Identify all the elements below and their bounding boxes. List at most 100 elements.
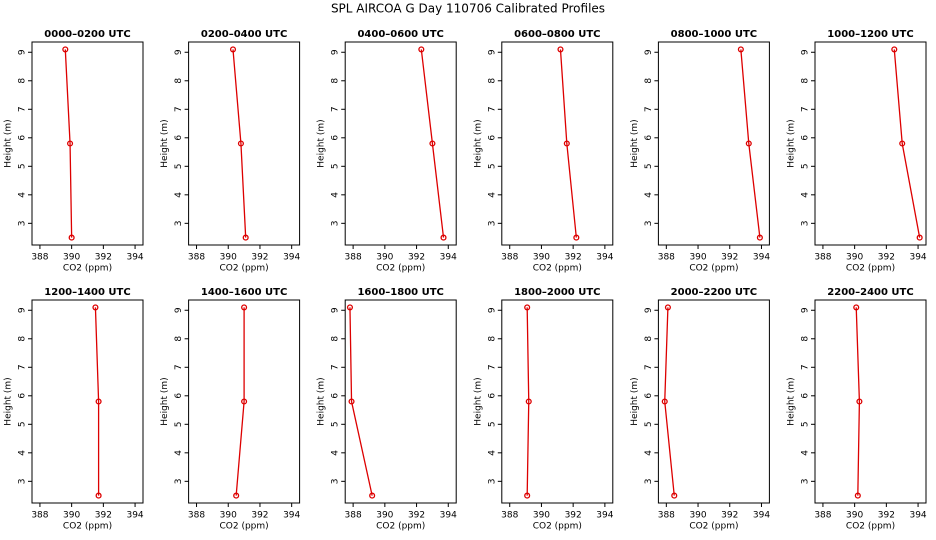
x-tick-label: 388 xyxy=(31,253,48,263)
y-tick-label: 5 xyxy=(801,163,811,169)
x-tick-label: 392 xyxy=(878,253,895,263)
y-tick-label: 3 xyxy=(331,478,341,484)
point xyxy=(853,304,860,311)
y-tick-label: 3 xyxy=(487,478,497,484)
y-tick-label: 3 xyxy=(174,220,184,226)
y-axis-label: Height (m) xyxy=(317,377,327,425)
y-tick-label: 4 xyxy=(18,192,28,198)
plot-frame xyxy=(31,41,144,246)
x-tick-label: 388 xyxy=(814,511,831,521)
point xyxy=(62,46,69,53)
x-tick-label: 392 xyxy=(408,511,425,521)
panel-title: 0600–0800 UTC xyxy=(514,29,600,40)
x-tick-label: 388 xyxy=(501,253,518,263)
y-tick-label: 9 xyxy=(801,49,811,55)
profile-line xyxy=(664,307,675,496)
point xyxy=(891,46,898,53)
y-tick-label: 9 xyxy=(331,307,341,313)
profile-line xyxy=(855,307,861,496)
y-tick-label: 5 xyxy=(644,163,654,169)
point xyxy=(525,398,532,405)
panel-title: 1000–1200 UTC xyxy=(827,29,913,40)
y-tick-label: 5 xyxy=(18,421,28,427)
x-tick-label: 388 xyxy=(501,511,518,521)
x-tick-label: 392 xyxy=(565,511,582,521)
x-tick-label: 392 xyxy=(251,511,268,521)
y-axis-label: Height (m) xyxy=(317,119,327,167)
x-tick-label: 390 xyxy=(846,253,863,263)
x-tick-label: 390 xyxy=(689,511,706,521)
point xyxy=(348,398,355,405)
profile-line xyxy=(232,49,247,238)
x-tick-label: 392 xyxy=(95,253,112,263)
y-tick-label: 9 xyxy=(18,49,28,55)
point xyxy=(524,492,531,499)
profile-line xyxy=(349,307,373,496)
panel-title: 1400–1600 UTC xyxy=(201,287,287,298)
x-axis-label: CO2 (ppm) xyxy=(689,522,738,532)
y-tick-label: 8 xyxy=(18,336,28,342)
y-tick-label: 3 xyxy=(331,220,341,226)
point xyxy=(67,140,74,147)
x-axis-label: CO2 (ppm) xyxy=(376,264,425,274)
panel-title: 1200–1400 UTC xyxy=(44,287,130,298)
profile-line xyxy=(64,49,73,238)
profile-line xyxy=(740,49,761,238)
point xyxy=(369,492,376,499)
y-axis-label: Height (m) xyxy=(160,119,170,167)
x-tick-label: 394 xyxy=(126,511,143,521)
y-tick-label: 6 xyxy=(487,135,497,141)
panel-title: 0800–1000 UTC xyxy=(671,29,757,40)
y-axis-label: Height (m) xyxy=(787,119,797,167)
y-tick-label: 4 xyxy=(331,192,341,198)
y-tick-label: 9 xyxy=(801,307,811,313)
point xyxy=(241,398,248,405)
y-tick-label: 5 xyxy=(18,163,28,169)
x-axis-label: CO2 (ppm) xyxy=(846,264,895,274)
y-tick-label: 9 xyxy=(487,307,497,313)
y-tick-label: 8 xyxy=(801,78,811,84)
plot-frame xyxy=(188,299,301,504)
profile-line xyxy=(526,307,530,496)
x-tick-label: 392 xyxy=(721,253,738,263)
x-tick-label: 390 xyxy=(533,253,550,263)
y-axis-label: Height (m) xyxy=(4,377,14,425)
point xyxy=(229,46,237,53)
x-tick-label: 388 xyxy=(188,253,205,263)
profile-line xyxy=(94,307,100,496)
y-tick-label: 3 xyxy=(801,220,811,226)
x-axis-label: CO2 (ppm) xyxy=(689,264,738,274)
y-tick-label: 4 xyxy=(644,450,654,456)
y-tick-label: 7 xyxy=(644,106,654,112)
x-tick-label: 390 xyxy=(533,511,550,521)
y-tick-label: 7 xyxy=(18,106,28,112)
x-tick-label: 388 xyxy=(31,511,48,521)
y-tick-label: 4 xyxy=(644,192,654,198)
y-tick-label: 8 xyxy=(644,78,654,84)
plot-frame xyxy=(814,299,927,504)
y-tick-label: 9 xyxy=(331,49,341,55)
point xyxy=(68,234,75,241)
plot-frame xyxy=(188,41,301,246)
page-title: SPL AIRCOA G Day 110706 Calibrated Profi… xyxy=(331,2,605,16)
profile-line xyxy=(893,49,921,238)
y-tick-label: 6 xyxy=(18,393,28,399)
x-axis-label: CO2 (ppm) xyxy=(376,522,425,532)
x-tick-label: 390 xyxy=(376,253,393,263)
y-tick-label: 7 xyxy=(331,106,341,112)
x-tick-label: 394 xyxy=(440,511,457,521)
x-axis-label: CO2 (ppm) xyxy=(533,264,582,274)
plot-frame xyxy=(344,41,457,246)
x-tick-label: 388 xyxy=(658,253,675,263)
y-tick-label: 4 xyxy=(174,450,184,456)
y-tick-label: 5 xyxy=(174,421,184,427)
panel-title: 2000–2200 UTC xyxy=(671,287,757,298)
point xyxy=(233,492,240,499)
y-tick-label: 7 xyxy=(644,364,654,370)
x-tick-label: 394 xyxy=(596,511,613,521)
y-tick-label: 3 xyxy=(18,478,28,484)
y-tick-label: 7 xyxy=(174,106,184,112)
x-tick-label: 394 xyxy=(753,511,770,521)
y-axis-label: Height (m) xyxy=(787,377,797,425)
y-tick-label: 7 xyxy=(174,364,184,370)
